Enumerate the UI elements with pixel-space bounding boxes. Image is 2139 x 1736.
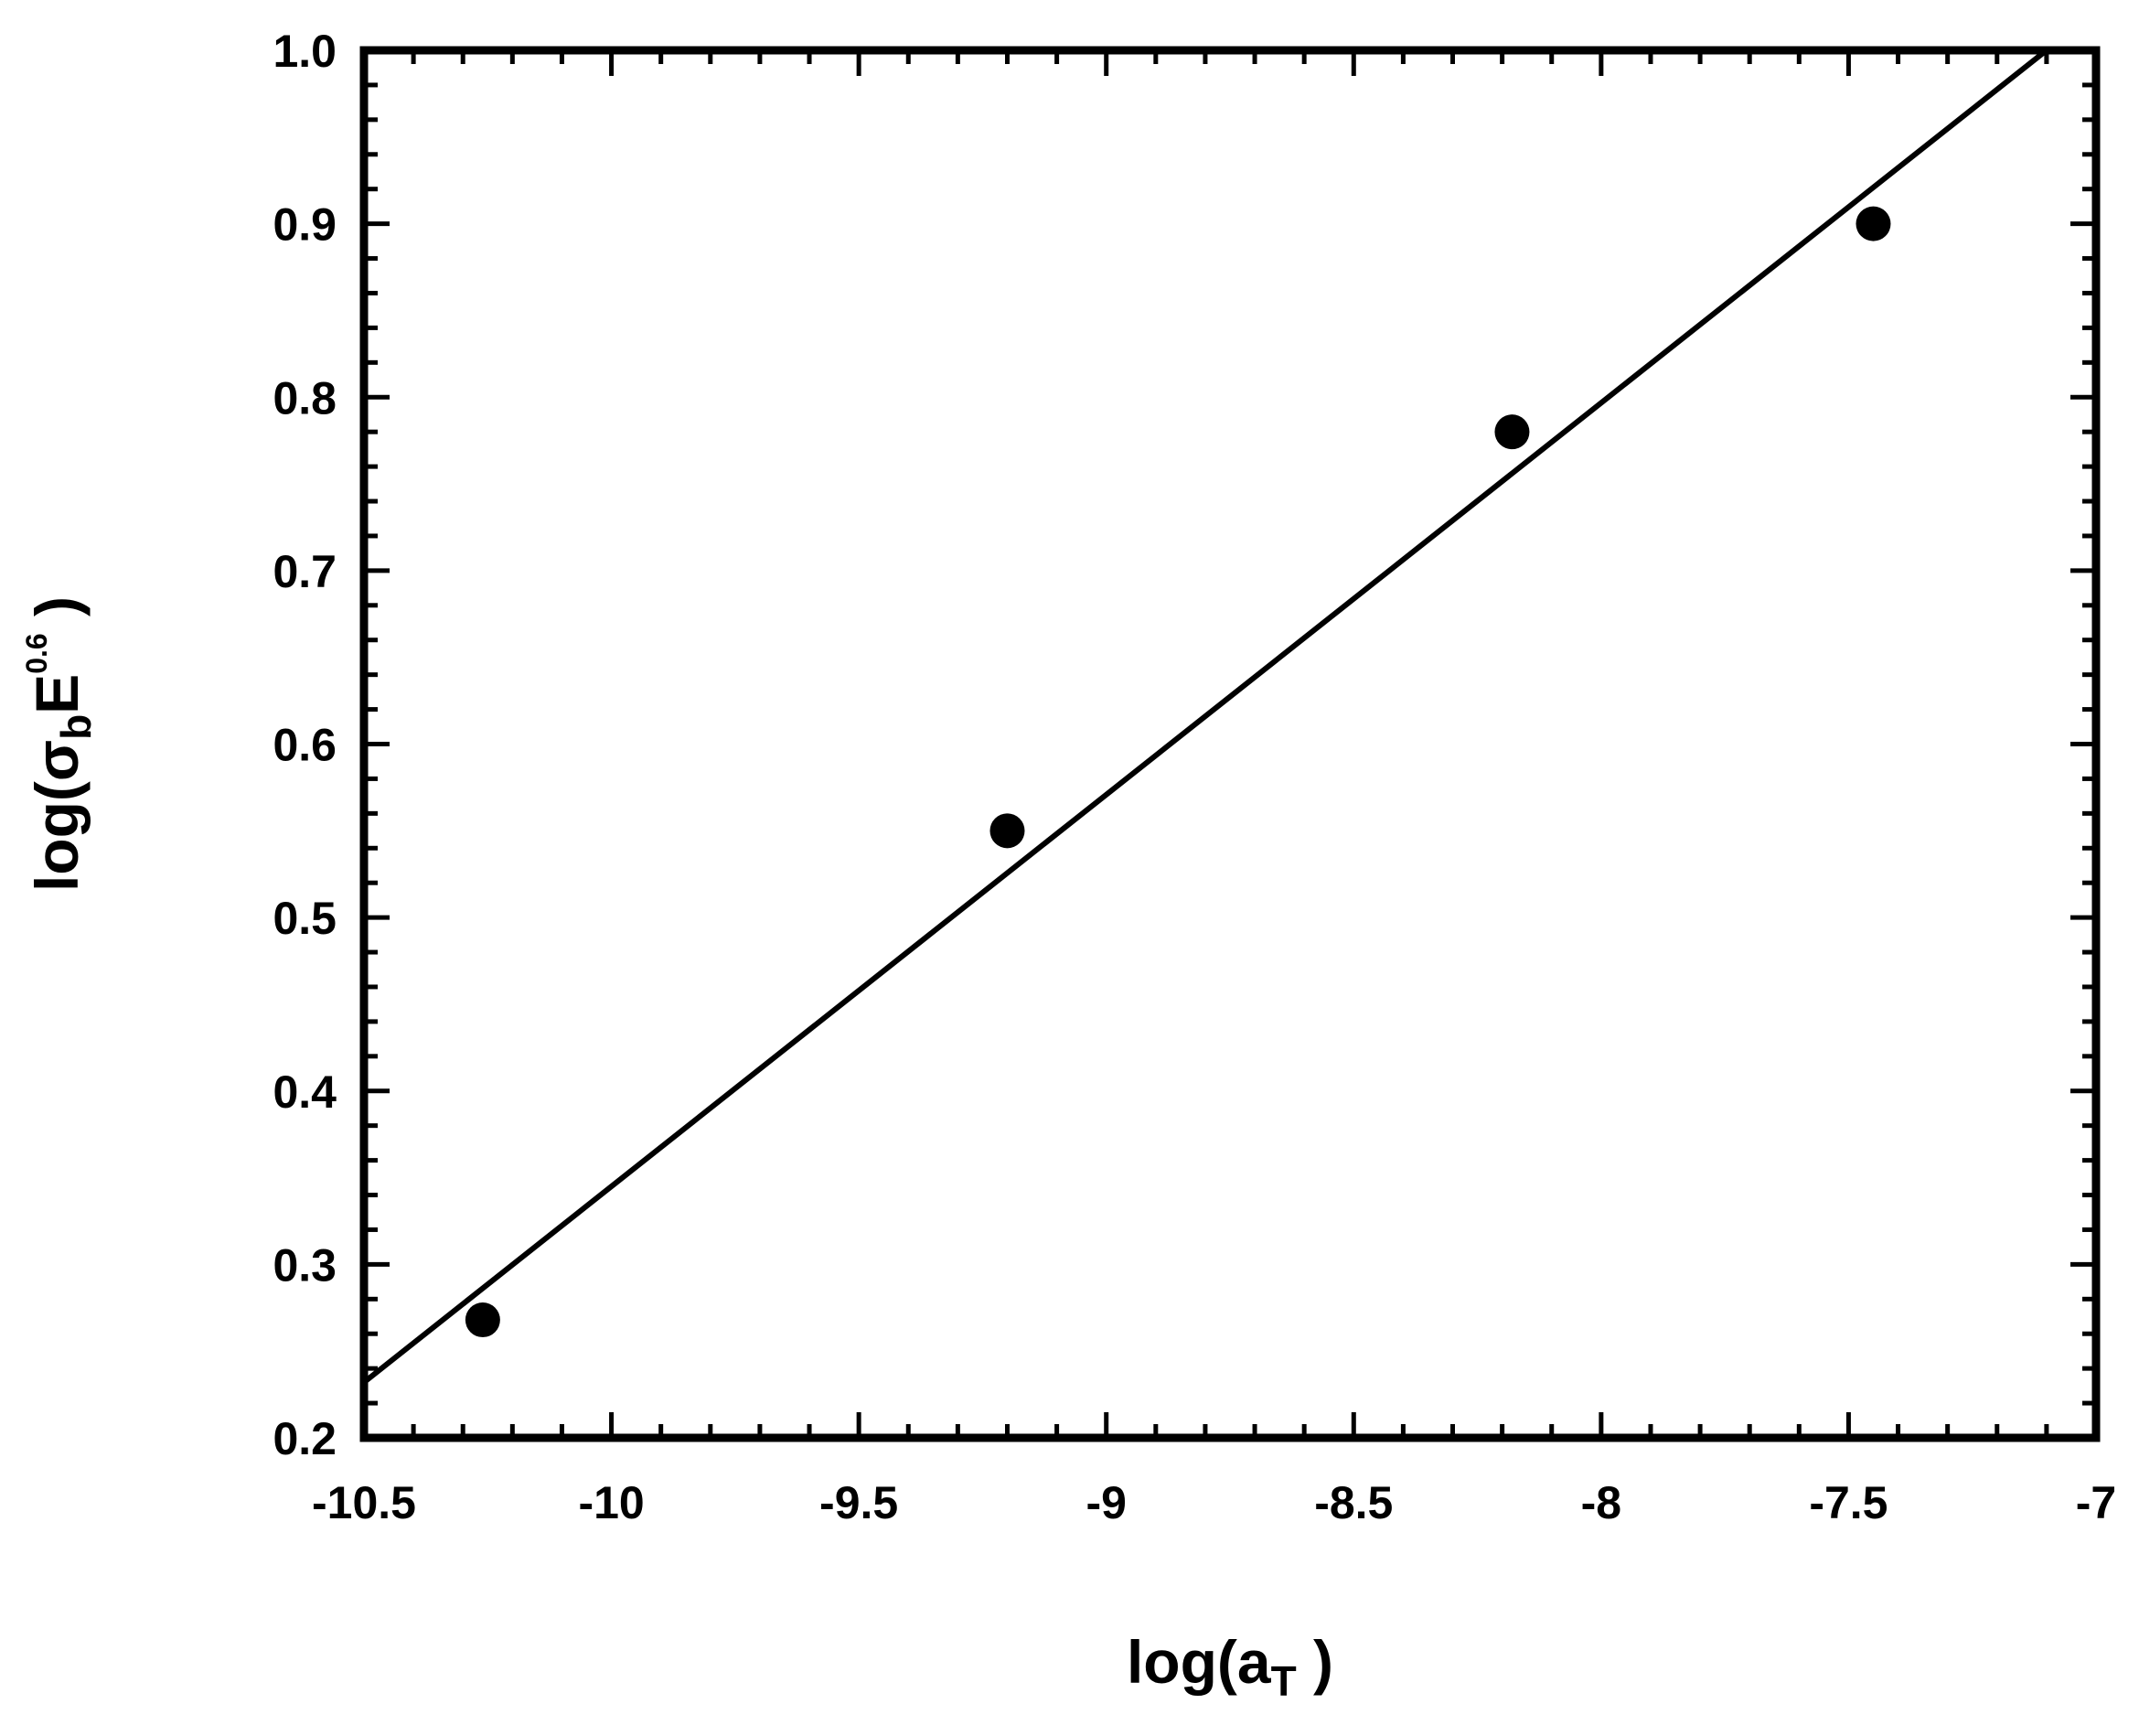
major-ticks [361, 48, 2099, 1441]
y-axis-title-superscript: 0.6 [20, 633, 53, 673]
x-tick-label: -8.5 [1314, 1477, 1393, 1528]
y-axis-title-prefix: log(σ [23, 740, 91, 892]
x-tick-label: -8 [1581, 1477, 1621, 1528]
data-point [465, 1302, 500, 1338]
y-tick-label: 0.4 [273, 1066, 337, 1118]
y-tick-label: 0.2 [273, 1413, 337, 1464]
x-axis-title: log(aT ) [1127, 1628, 1333, 1705]
x-axis-title-prefix: log(a [1127, 1628, 1272, 1696]
x-axis-title-subscript: T [1271, 1657, 1297, 1705]
x-tick-label: -10 [578, 1477, 644, 1528]
x-tick-label: -7 [2076, 1477, 2116, 1528]
x-tick-label: -10.5 [312, 1477, 416, 1528]
y-tick-label: 0.9 [273, 199, 337, 251]
y-tick-label: 0.7 [273, 546, 337, 597]
y-tick-label: 0.5 [273, 893, 337, 944]
series-layer [362, 48, 2048, 1385]
y-tick-label: 0.6 [273, 720, 337, 771]
x-tick-labels: -10.5 -10 -9.5 -9 -8.5 -8 -7.5 -7 [312, 1477, 2116, 1528]
x-tick-label: -9.5 [819, 1477, 898, 1528]
minor-ticks [364, 50, 2096, 1438]
x-tick-label: -7.5 [1809, 1477, 1888, 1528]
y-axis-title: log(σbE0.6 ) [20, 596, 100, 892]
y-tick-labels: 0.2 0.3 0.4 0.5 0.6 0.7 0.8 0.9 1.0 [273, 26, 337, 1464]
fit-line [362, 48, 2048, 1385]
x-axis-title-suffix: ) [1297, 1628, 1333, 1696]
y-tick-label: 0.3 [273, 1239, 337, 1291]
y-axis-title-subscript: b [52, 714, 100, 740]
y-tick-label: 0.8 [273, 372, 337, 423]
data-point [1494, 414, 1530, 450]
y-axis-title-suffix: ) [23, 596, 91, 633]
plot-frame [359, 46, 2101, 1442]
y-axis-title-middle: E [23, 674, 91, 714]
data-point [989, 813, 1025, 849]
x-tick-label: -9 [1086, 1477, 1126, 1528]
y-tick-label: 1.0 [273, 26, 337, 77]
data-point [1856, 206, 1891, 241]
